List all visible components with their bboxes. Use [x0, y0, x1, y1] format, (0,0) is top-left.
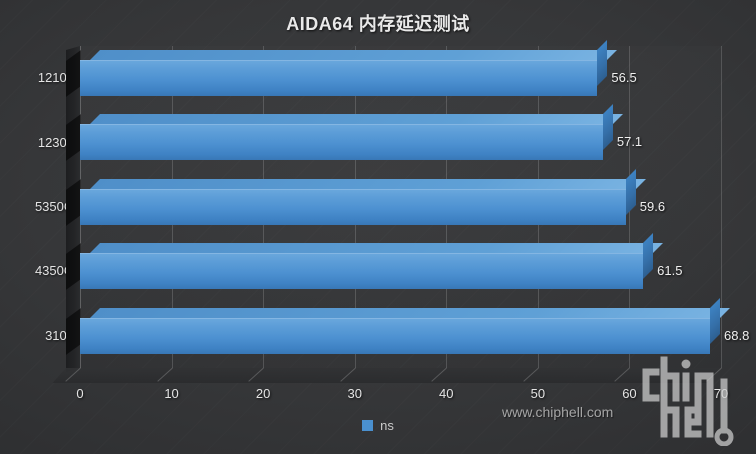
- bar-top-face: [90, 307, 730, 318]
- y-tick-12300: 12300: [37, 134, 74, 150]
- x-tick-10: 10: [164, 386, 179, 401]
- y-tick-4350G: 4350G: [34, 263, 74, 279]
- y-axis-category-labels: 12100 12300 5350G 4350G 3100: [0, 46, 74, 368]
- bar-3100[interactable]: [80, 297, 730, 354]
- y-tick-3100: 3100: [45, 327, 74, 343]
- bar-row[interactable]: 59.6: [66, 168, 721, 239]
- bar-front-face: [80, 317, 710, 354]
- bar-right-face: [602, 104, 613, 151]
- bar-top-face: [90, 178, 646, 189]
- bar-row[interactable]: 57.1: [66, 104, 721, 174]
- legend-label-ns: ns: [380, 418, 394, 433]
- bar-12300[interactable]: [80, 104, 623, 161]
- bar-value-label: 59.6: [639, 198, 666, 214]
- chart-legend: ns: [0, 418, 756, 433]
- x-tick-40: 40: [439, 386, 454, 401]
- bar-top-face: [90, 50, 618, 60]
- bar-front-face: [80, 253, 644, 290]
- x-tick-70: 70: [713, 386, 729, 401]
- bar-front-face: [80, 188, 626, 225]
- gridline: [721, 46, 722, 368]
- bar-top-face: [90, 243, 664, 254]
- bar-right-face: [643, 233, 654, 280]
- bar-right-face: [625, 168, 636, 215]
- x-tick-50: 50: [530, 386, 546, 401]
- y-tick-5350G: 5350G: [34, 199, 74, 214]
- bar-row[interactable]: 56.5: [66, 40, 721, 110]
- bar-top-face: [90, 114, 623, 125]
- x-axis-tick-labels: 0 10 20 30 40 50 60 70: [76, 386, 728, 406]
- bar-row[interactable]: 61.5: [66, 233, 721, 303]
- y-tick-12100: 12100: [37, 70, 74, 86]
- bar-right-face: [710, 297, 720, 344]
- bar-4350G[interactable]: [80, 233, 664, 290]
- bar-12100[interactable]: [80, 40, 618, 96]
- x-tick-60: 60: [622, 386, 637, 401]
- bar-value-label: 56.5: [611, 70, 637, 85]
- chart-title: AIDA64 内存延迟测试: [286, 14, 470, 34]
- bar-row[interactable]: 68.8: [66, 297, 749, 368]
- x-tick-30: 30: [347, 386, 362, 401]
- bar-5350G[interactable]: [80, 168, 646, 225]
- bar-front-face: [80, 124, 603, 161]
- bar-value-label: 68.8: [724, 327, 750, 343]
- plot-area: 56.5 57.1 59.6 61.5 68.8: [52, 40, 749, 383]
- bar-right-face: [597, 40, 608, 86]
- legend-color-swatch-ns: [362, 420, 374, 431]
- bar-front-face: [80, 60, 598, 96]
- x-tick-0: 0: [76, 386, 84, 401]
- bar-value-label: 61.5: [657, 263, 683, 279]
- bar-value-label: 57.1: [616, 134, 643, 150]
- x-tick-20: 20: [255, 386, 271, 401]
- site-url-watermark: www.chiphell.com: [502, 404, 614, 420]
